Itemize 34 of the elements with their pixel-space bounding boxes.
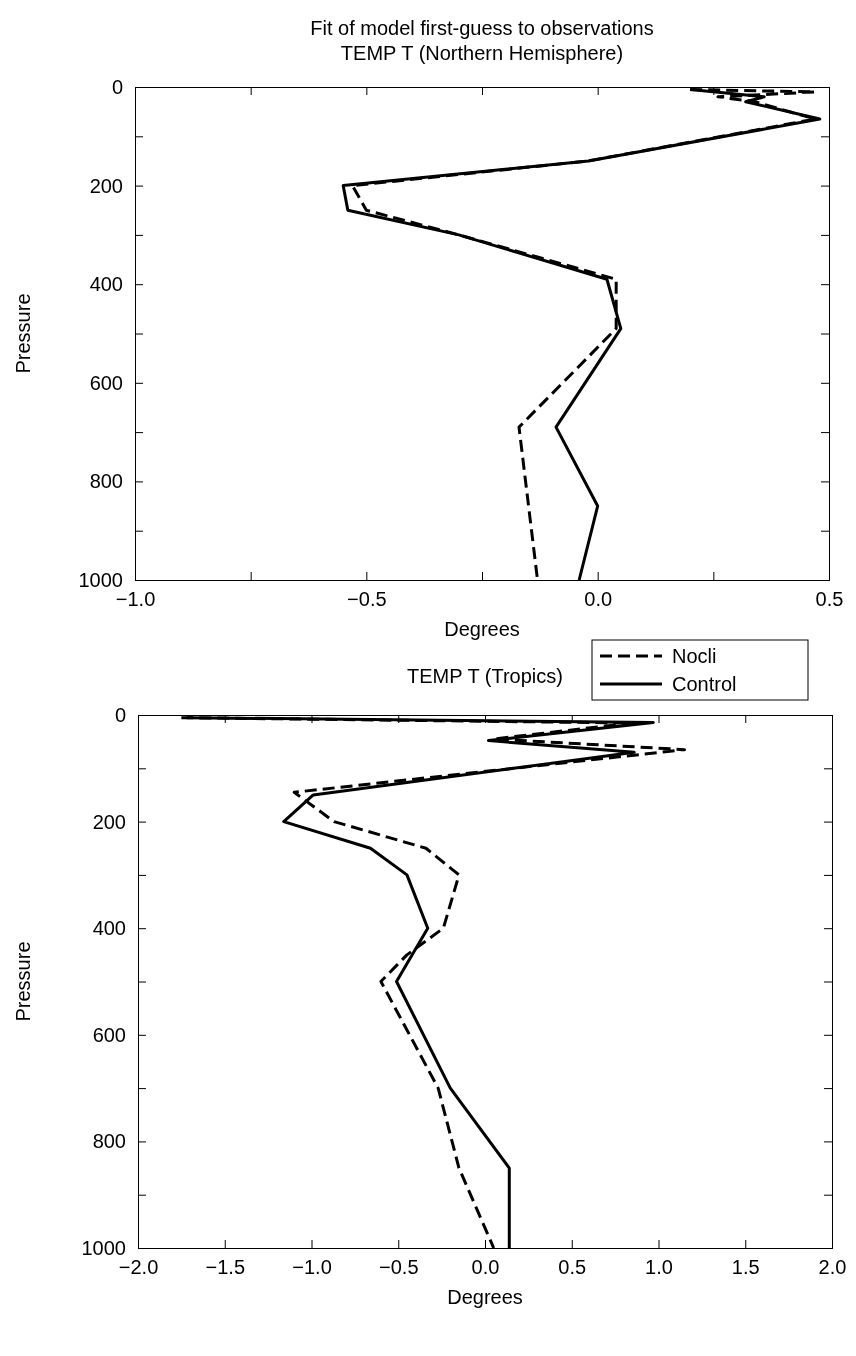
x-tick-label: 0.5 <box>558 1256 587 1279</box>
y-tick-label: 1000 <box>78 568 123 591</box>
x-tick-label: −0.5 <box>347 588 387 611</box>
x-tick-label: 1.5 <box>731 1256 760 1279</box>
x-tick-label: 1.0 <box>645 1256 673 1279</box>
y-tick-label: 0 <box>111 75 123 98</box>
y-tick-label: 400 <box>92 917 126 940</box>
x-tick-label: 0.0 <box>584 588 613 611</box>
x-axis-title: Degrees <box>447 1286 523 1308</box>
y-tick-label: 600 <box>89 371 123 394</box>
x-tick-label: −2.0 <box>118 1256 159 1279</box>
y-tick-label: 1000 <box>81 1236 126 1259</box>
x-tick-label: −1.0 <box>115 588 156 611</box>
chart-title: TEMP T (Tropics) <box>407 665 563 687</box>
x-tick-label: −1.5 <box>205 1256 245 1279</box>
chart-title: Fit of model first-guess to observations <box>310 17 654 39</box>
x-tick-label: −0.5 <box>379 1256 419 1279</box>
chart-subtitle: TEMP T (Northern Hemisphere) <box>340 42 624 64</box>
x-tick-label: −1.0 <box>292 1256 332 1279</box>
x-tick-label: 2.0 <box>818 1256 847 1279</box>
x-axis-title: Degrees <box>444 618 520 640</box>
y-tick-label: 800 <box>92 1130 126 1153</box>
y-tick-label: 200 <box>92 810 126 833</box>
legend-label: Nocli <box>672 645 717 667</box>
legend-label: Control <box>672 673 737 695</box>
y-tick-label: 600 <box>92 1023 126 1046</box>
y-tick-label: 0 <box>114 703 126 726</box>
x-tick-label: 0.5 <box>815 588 844 611</box>
y-tick-label: 400 <box>89 273 123 296</box>
y-axis-title: Pressure <box>12 293 34 374</box>
x-tick-label: 0.0 <box>471 1256 500 1279</box>
y-tick-label: 800 <box>89 470 123 493</box>
y-axis-title: Pressure <box>12 941 34 1022</box>
y-tick-label: 200 <box>89 174 123 197</box>
